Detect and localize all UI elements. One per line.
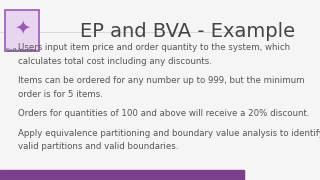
Text: ✦: ✦ [14,18,30,37]
Text: EP and BVA - Example: EP and BVA - Example [80,22,295,41]
Text: valid partitions and valid boundaries.: valid partitions and valid boundaries. [18,142,179,151]
FancyBboxPatch shape [5,10,39,51]
Text: Items can be ordered for any number up to 999, but the minimum: Items can be ordered for any number up t… [18,76,305,85]
Text: order is for 5 items.: order is for 5 items. [18,90,103,99]
Text: Users input item price and order quantity to the system, which: Users input item price and order quantit… [18,43,290,52]
Text: calculates total cost including any discounts.: calculates total cost including any disc… [18,57,212,66]
Bar [0,170,244,180]
Text: Orders for quantities of 100 and above will receive a 20% discount.: Orders for quantities of 100 and above w… [18,109,310,118]
Text: SoftAware: SoftAware [6,48,38,53]
Text: Apply equivalence partitioning and boundary value analysis to identify: Apply equivalence partitioning and bound… [18,129,320,138]
